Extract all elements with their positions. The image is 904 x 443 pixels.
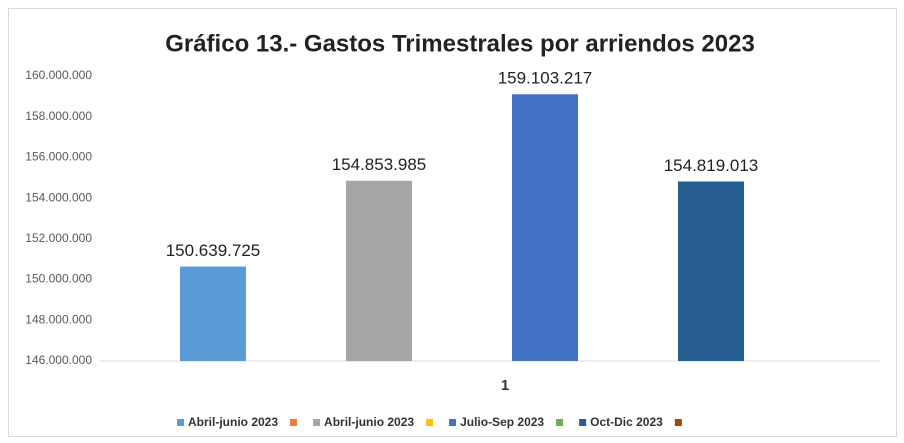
y-tick-label: 160.000.000 (25, 68, 92, 82)
value-label: 154.853.985 (332, 155, 427, 174)
legend-label: Julio-Sep 2023 (460, 415, 544, 429)
y-tick-label: 148.000.000 (25, 312, 92, 326)
bar (512, 94, 578, 361)
legend-swatch (674, 419, 682, 426)
legend-swatch (556, 419, 564, 426)
legend-label: Abril-junio 2023 (188, 415, 278, 429)
bar (346, 180, 412, 361)
legend-swatch (290, 419, 298, 426)
y-tick-label: 158.000.000 (25, 109, 92, 123)
legend-swatch (313, 419, 321, 426)
bar (180, 266, 246, 361)
bar (678, 181, 744, 361)
legend-swatch (177, 419, 184, 426)
chart-title: Gráfico 13.- Gastos Trimestrales por arr… (165, 30, 755, 57)
y-tick-label: 156.000.000 (25, 150, 92, 164)
legend-label: Abril-junio 2023 (324, 415, 414, 429)
y-tick-label: 150.000.000 (25, 272, 92, 286)
legend-swatch (426, 419, 434, 426)
x-tick-label: 1 (501, 377, 509, 394)
legend-label: Oct-Dic 2023 (590, 415, 663, 429)
value-label: 159.103.217 (498, 69, 593, 88)
value-label: 154.819.013 (664, 156, 759, 175)
y-tick-label: 152.000.000 (25, 231, 92, 245)
chart-frame (8, 8, 897, 437)
legend-swatch (449, 419, 457, 426)
y-tick-label: 154.000.000 (25, 190, 92, 204)
legend-swatch (579, 419, 587, 426)
value-label: 150.639.725 (166, 241, 261, 260)
y-tick-label: 146.000.000 (25, 353, 92, 367)
